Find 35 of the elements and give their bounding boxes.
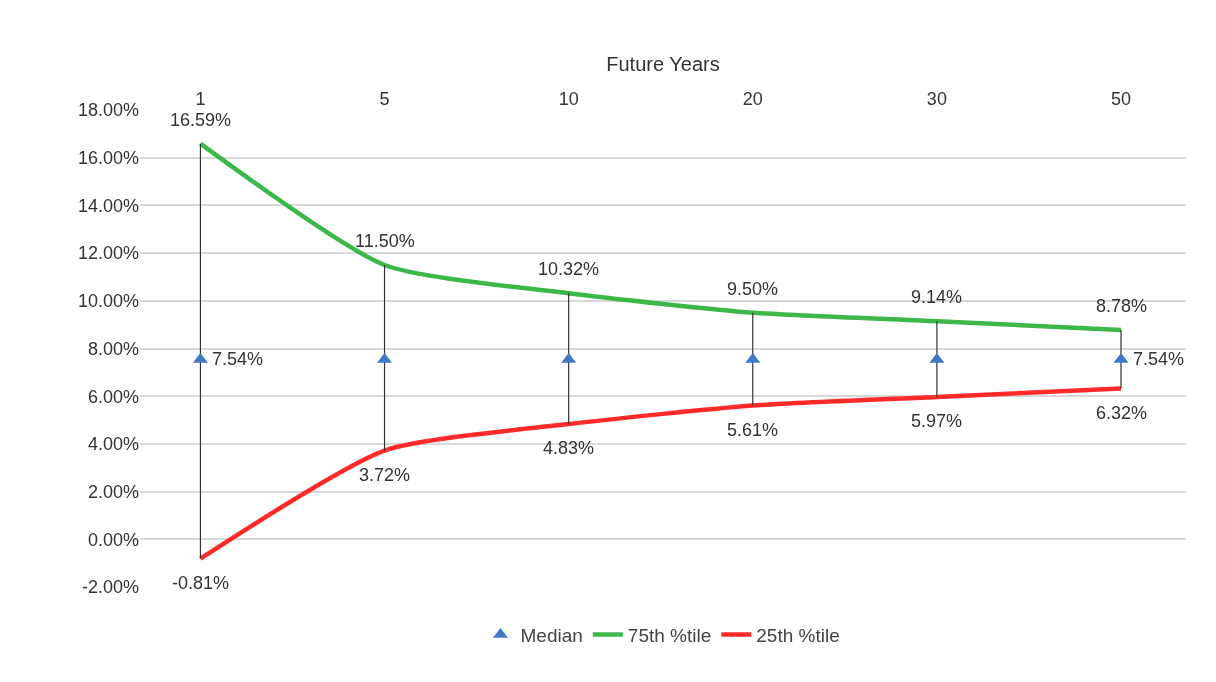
data-label: 5.61%: [727, 420, 779, 440]
x-tick-label: 50: [1110, 89, 1132, 110]
x-tick-label: 30: [926, 89, 947, 110]
legend-label: 75th %tile: [627, 624, 712, 646]
data-label: 8.78%: [1096, 296, 1148, 316]
data-label: 11.50%: [355, 231, 415, 251]
y-tick-label: 14.00%: [77, 195, 139, 216]
data-label: 7.54%: [212, 349, 264, 369]
x-axis-title: Future Years: [606, 52, 720, 75]
y-tick-label: 0.00%: [87, 529, 139, 550]
x-tick-label: 20: [742, 89, 763, 110]
y-tick-label: 10.00%: [77, 291, 139, 312]
y-tick-label: 16.00%: [77, 148, 139, 168]
y-tick-label: 4.00%: [87, 434, 139, 455]
y-tick-label: 8.00%: [87, 338, 139, 359]
legend-label: Median: [520, 624, 583, 646]
y-tick-label: 12.00%: [77, 243, 139, 264]
data-label: 7.54%: [1133, 349, 1185, 369]
data-label: 6.32%: [1096, 403, 1148, 423]
y-tick-label: 6.00%: [87, 386, 139, 407]
data-label: 3.72%: [359, 465, 411, 485]
data-label: 10.32%: [538, 259, 600, 279]
x-tick-label: 10: [558, 89, 579, 110]
x-tick-label: 5: [379, 89, 390, 110]
data-label: 9.14%: [911, 287, 963, 307]
y-tick-label: 2.00%: [87, 481, 139, 502]
data-label: -0.81%: [172, 573, 230, 593]
legend-label: 25th %tile: [756, 624, 840, 646]
data-label: 4.83%: [543, 438, 595, 458]
x-tick-label: 1: [195, 89, 206, 110]
data-label: 9.50%: [727, 279, 779, 299]
y-tick-label: -2.00%: [81, 577, 139, 598]
y-tick-label: 18.00%: [77, 100, 139, 121]
data-label: 5.97%: [911, 411, 963, 431]
data-label: 16.59%: [170, 110, 232, 130]
